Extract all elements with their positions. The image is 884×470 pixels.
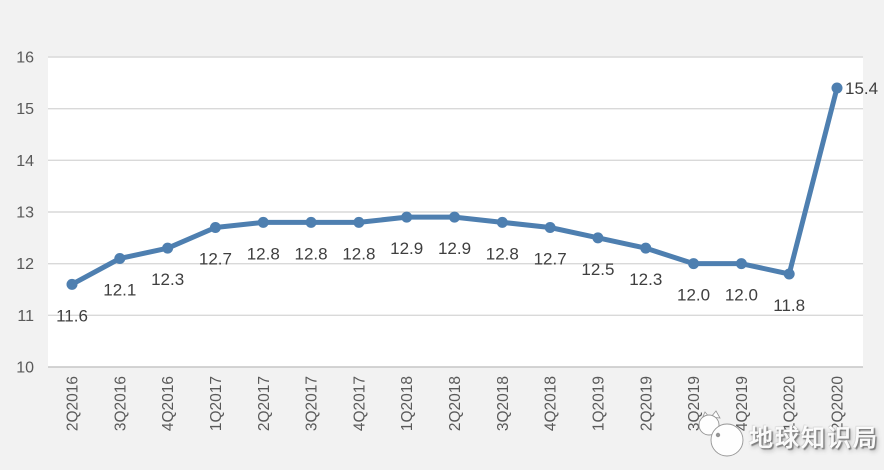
x-tick-label: 1Q2018: [399, 376, 416, 431]
data-point: [114, 253, 126, 264]
x-tick-label: 1Q2019: [590, 376, 607, 431]
data-point-label: 12.7: [534, 250, 567, 269]
data-point: [449, 211, 460, 223]
x-tick-label: 2Q2017: [256, 376, 273, 431]
data-point: [544, 222, 556, 233]
x-tick-label: 4Q2017: [351, 376, 368, 431]
data-point-label: 12.1: [103, 281, 136, 300]
x-tick-label: 3Q2018: [495, 376, 512, 431]
data-point-label: 12.8: [295, 244, 328, 263]
data-point-label: 12.0: [677, 286, 710, 305]
data-point-label: 12.9: [438, 239, 471, 258]
data-point: [592, 232, 604, 244]
x-tick-label: 2Q2019: [638, 376, 655, 431]
data-point: [496, 216, 508, 228]
x-tick-label: 4Q2019: [734, 376, 751, 431]
data-point-label: 12.8: [486, 244, 519, 263]
data-point-label: 12.5: [581, 260, 614, 279]
x-tick-label: 2Q2020: [830, 376, 847, 432]
data-point: [305, 216, 317, 228]
data-point-label: 12.8: [342, 244, 375, 263]
data-point-label: 11.6: [56, 306, 88, 325]
data-point: [831, 82, 843, 94]
data-point: [162, 242, 174, 254]
data-point: [401, 211, 413, 223]
data-point: [209, 222, 221, 233]
y-tick-label: 13: [16, 205, 34, 222]
data-point-label: 12.8: [247, 244, 280, 263]
data-point-label: 12.3: [629, 270, 662, 289]
y-tick-label: 15: [16, 101, 34, 118]
data-point: [735, 258, 747, 270]
x-tick-label: 2Q2016: [65, 376, 82, 431]
data-point-label: 12.3: [151, 270, 184, 289]
x-tick-label: 3Q2019: [686, 376, 703, 431]
x-tick-label: 4Q2018: [543, 376, 560, 431]
x-tick-label: 1Q2017: [208, 376, 225, 431]
x-tick-label: 3Q2017: [304, 376, 321, 431]
data-point: [783, 268, 795, 280]
data-point: [257, 216, 269, 228]
data-point-label: 12.9: [390, 239, 423, 258]
y-tick-label: 14: [16, 153, 34, 170]
y-tick-label: 12: [16, 256, 34, 273]
x-tick-label: 2Q2018: [447, 376, 464, 431]
data-point: [353, 216, 365, 228]
data-point-label: 12.0: [725, 286, 758, 305]
data-point-label: 11.8: [773, 296, 805, 315]
x-tick-label: 4Q2016: [160, 376, 177, 431]
x-tick-label: 3Q2016: [112, 376, 129, 431]
x-tick-label: 1Q2020: [782, 376, 799, 432]
data-point: [688, 258, 700, 270]
data-point-label: 12.7: [199, 250, 232, 269]
data-point: [66, 278, 78, 290]
y-tick-label: 11: [17, 308, 34, 325]
data-point-label: 15.4: [845, 79, 878, 98]
y-tick-label: 10: [16, 360, 34, 377]
y-tick-label: 16: [16, 50, 34, 67]
data-point: [640, 242, 652, 254]
